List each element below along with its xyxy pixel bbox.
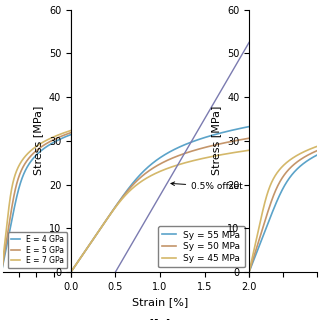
Sy = 55 MPa (155, 158, 158, 162)
Sy = 50 MPa (155, 164, 158, 168)
Text: 0.5% offset: 0.5% offset (171, 182, 243, 191)
X-axis label: Strain [%]: Strain [%] (132, 297, 188, 307)
Legend: E = 4 GPa, E = 5 GPa, E = 7 GPa: E = 4 GPa, E = 5 GPa, E = 7 GPa (8, 232, 67, 268)
Text: (b): (b) (147, 319, 173, 320)
Sy = 50 MPa (69, 270, 73, 274)
Line: Sy = 50 MPa: Sy = 50 MPa (71, 138, 249, 272)
Sy = 50 MPa (175, 154, 179, 158)
Sy = 50 MPa (247, 136, 251, 140)
Sy = 55 MPa (175, 146, 179, 150)
Sy = 50 MPa (154, 164, 157, 168)
Sy = 45 MPa (215, 154, 219, 157)
Sy = 45 MPa (154, 172, 157, 175)
Line: Sy = 55 MPa: Sy = 55 MPa (71, 127, 249, 272)
Sy = 45 MPa (243, 149, 247, 153)
Sy = 50 MPa (165, 158, 169, 162)
Sy = 55 MPa (247, 125, 251, 129)
Sy = 45 MPa (69, 270, 73, 274)
Sy = 45 MPa (165, 166, 169, 170)
Sy = 55 MPa (243, 125, 247, 129)
Sy = 45 MPa (155, 171, 158, 175)
Sy = 45 MPa (175, 163, 179, 167)
Line: Sy = 45 MPa: Sy = 45 MPa (71, 150, 249, 272)
Y-axis label: Stress [MPa]: Stress [MPa] (212, 106, 221, 175)
Y-axis label: Stress [MPa]: Stress [MPa] (33, 106, 43, 175)
Legend: Sy = 55 MPa, Sy = 50 MPa, Sy = 45 MPa: Sy = 55 MPa, Sy = 50 MPa, Sy = 45 MPa (158, 226, 244, 268)
Sy = 45 MPa (247, 148, 251, 152)
Sy = 55 MPa (165, 151, 169, 155)
Sy = 55 MPa (154, 159, 157, 163)
Sy = 50 MPa (243, 137, 247, 141)
Sy = 50 MPa (215, 143, 219, 147)
Sy = 55 MPa (69, 270, 73, 274)
Sy = 55 MPa (215, 132, 219, 136)
